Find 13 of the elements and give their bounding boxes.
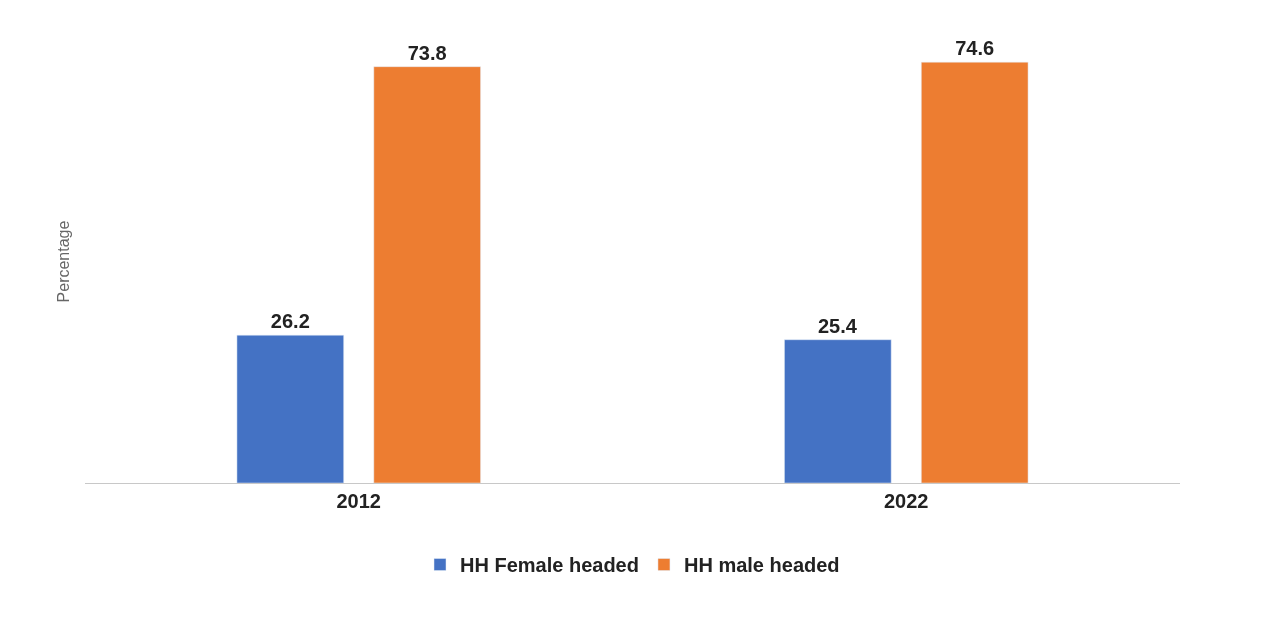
legend-label: HH male headed (683, 554, 840, 577)
x-tick-label: 2012 (336, 490, 381, 512)
x-tick-label: 2022 (884, 490, 929, 512)
data-label: 73.8 (407, 41, 447, 64)
bar (236, 334, 344, 483)
data-label: 26.2 (270, 310, 310, 333)
legend-label: HH Female headed (460, 554, 639, 577)
bar (921, 61, 1029, 483)
y-axis-title: Percentage (54, 220, 72, 303)
data-label: 74.6 (955, 37, 995, 60)
bar (784, 339, 892, 483)
bar (373, 66, 481, 483)
data-label: 25.4 (817, 314, 858, 337)
